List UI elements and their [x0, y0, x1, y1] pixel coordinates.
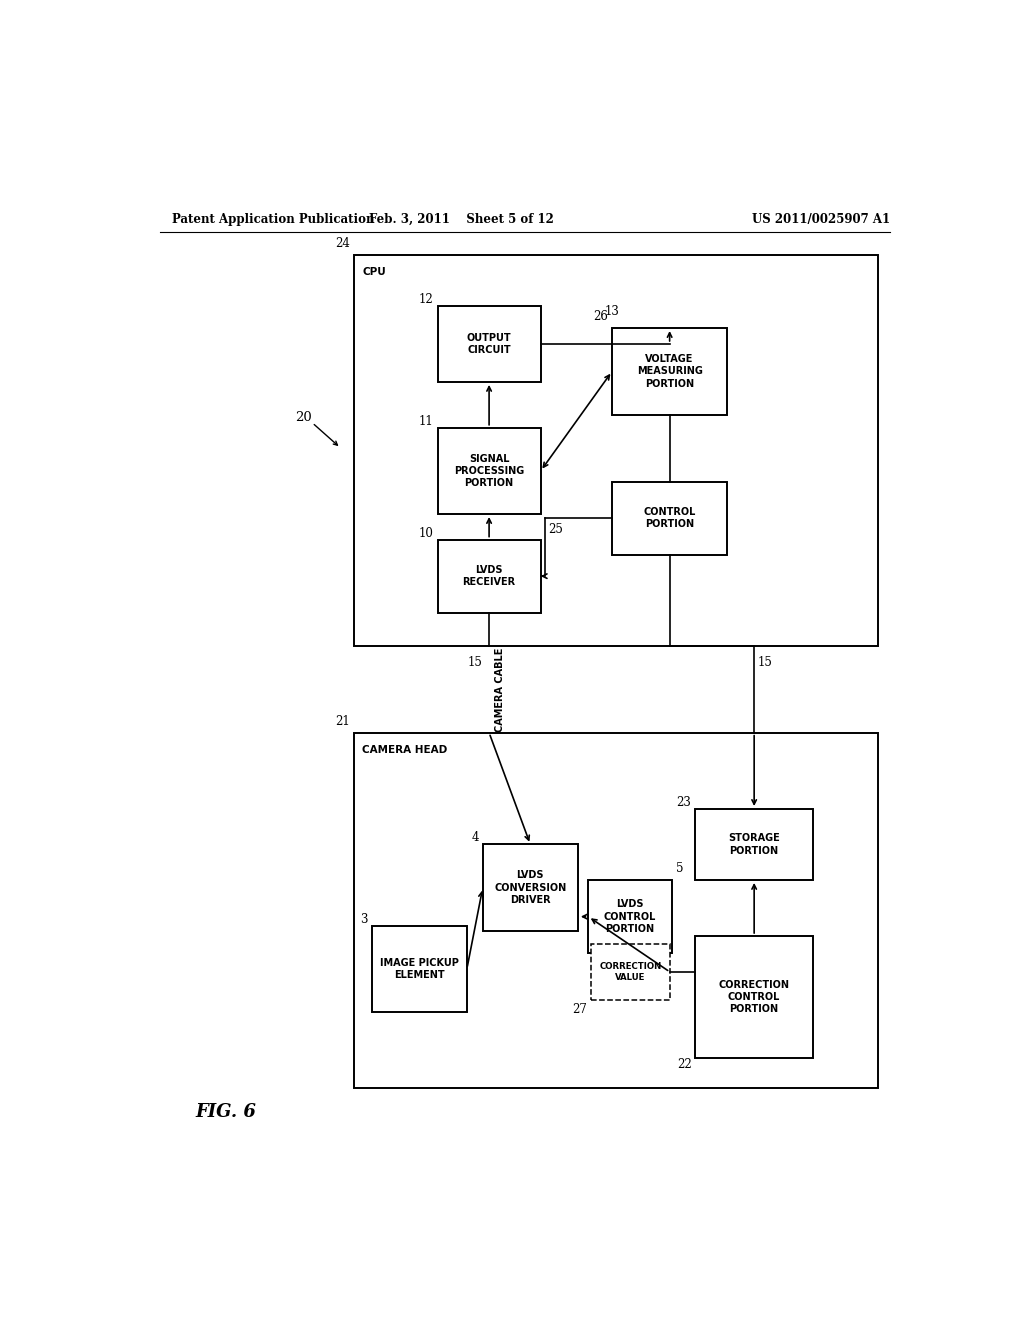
Text: 25: 25 — [549, 523, 563, 536]
Text: CONTROL
PORTION: CONTROL PORTION — [643, 507, 696, 529]
Bar — [482, 845, 578, 931]
Text: IMAGE PICKUP
ELEMENT: IMAGE PICKUP ELEMENT — [380, 958, 459, 981]
Bar — [437, 540, 541, 612]
Text: Patent Application Publication: Patent Application Publication — [172, 213, 374, 226]
Text: CAMERA HEAD: CAMERA HEAD — [362, 744, 447, 755]
Text: 10: 10 — [419, 527, 433, 540]
Text: CORRECTION
CONTROL
PORTION: CORRECTION CONTROL PORTION — [719, 979, 790, 1014]
Text: VOLTAGE
MEASURING
PORTION: VOLTAGE MEASURING PORTION — [637, 354, 702, 388]
Bar — [372, 925, 467, 1012]
Text: 22: 22 — [677, 1057, 691, 1071]
Text: 26: 26 — [593, 310, 608, 323]
Bar — [588, 880, 672, 953]
Text: 15: 15 — [758, 656, 773, 669]
Text: FIG. 6: FIG. 6 — [196, 1102, 256, 1121]
Text: SIGNAL
PROCESSING
PORTION: SIGNAL PROCESSING PORTION — [454, 454, 524, 488]
Text: 21: 21 — [336, 714, 350, 727]
Text: CPU: CPU — [362, 267, 386, 277]
Text: 11: 11 — [419, 414, 433, 428]
Text: 24: 24 — [335, 236, 350, 249]
Text: CORRECTION
VALUE: CORRECTION VALUE — [599, 962, 662, 982]
Text: 13: 13 — [604, 305, 620, 318]
Bar — [612, 329, 727, 414]
Text: OUTPUT
CIRCUIT: OUTPUT CIRCUIT — [467, 333, 511, 355]
Bar — [695, 809, 813, 880]
Bar — [612, 482, 727, 554]
Bar — [354, 255, 878, 647]
Text: 12: 12 — [419, 293, 433, 306]
Text: LVDS
CONTROL
PORTION: LVDS CONTROL PORTION — [604, 899, 656, 935]
Bar — [437, 428, 541, 515]
Bar — [354, 733, 878, 1089]
Text: STORAGE
PORTION: STORAGE PORTION — [728, 833, 780, 855]
Text: 20: 20 — [295, 411, 311, 424]
Text: CAMERA CABLE: CAMERA CABLE — [496, 647, 506, 731]
Text: Feb. 3, 2011    Sheet 5 of 12: Feb. 3, 2011 Sheet 5 of 12 — [369, 213, 554, 226]
Bar — [591, 944, 670, 1001]
Bar — [437, 306, 541, 381]
Bar — [695, 936, 813, 1057]
Text: 4: 4 — [471, 832, 479, 845]
Text: 3: 3 — [360, 913, 368, 925]
Text: US 2011/0025907 A1: US 2011/0025907 A1 — [752, 213, 890, 226]
Text: 5: 5 — [676, 862, 683, 875]
Text: 23: 23 — [677, 796, 691, 809]
Text: 15: 15 — [468, 656, 482, 669]
Text: LVDS
CONVERSION
DRIVER: LVDS CONVERSION DRIVER — [495, 870, 566, 906]
Text: 27: 27 — [571, 1003, 587, 1016]
Text: LVDS
RECEIVER: LVDS RECEIVER — [463, 565, 516, 587]
